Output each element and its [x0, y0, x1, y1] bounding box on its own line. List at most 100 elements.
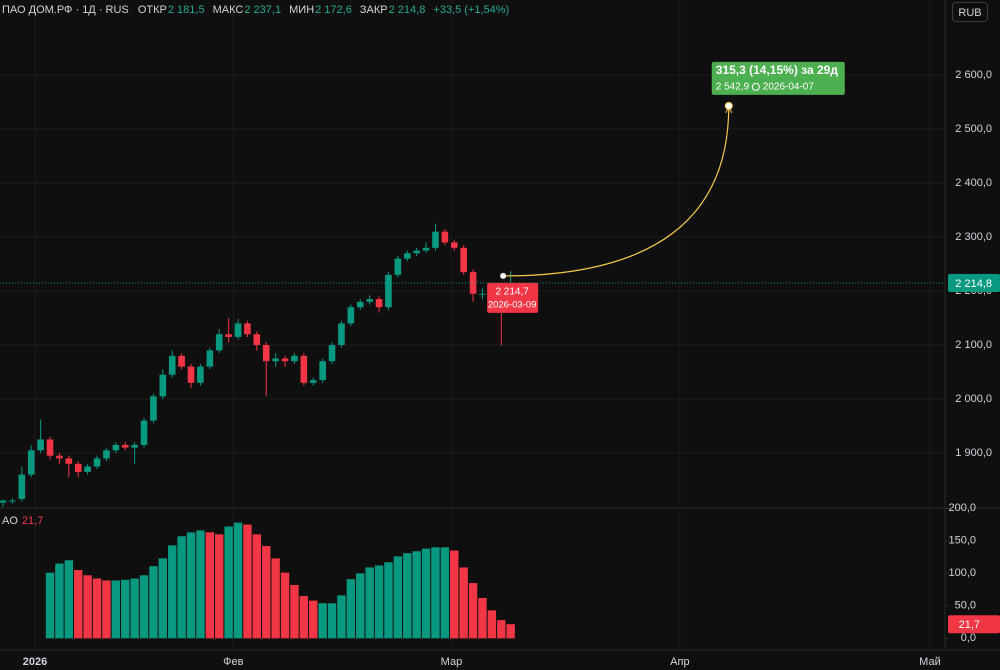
- x-tick-label: Апр: [670, 656, 689, 668]
- ao-bar: [168, 545, 177, 639]
- candle-body: [422, 247, 430, 251]
- ao-bar: [102, 580, 111, 639]
- candle-body: [215, 334, 223, 351]
- ao-last-box: [948, 615, 1000, 634]
- ao-bar: [497, 620, 506, 639]
- candle-body: [150, 396, 157, 421]
- ao-bar: [487, 610, 497, 639]
- low-key: МИН: [289, 4, 315, 16]
- candle-body: [366, 299, 373, 302]
- y-tick-label: 2 300,0: [955, 231, 992, 243]
- currency-button[interactable]: RUB: [952, 2, 988, 22]
- ao-bar: [64, 560, 74, 639]
- projection-curve: [503, 105, 730, 277]
- ao-bar: [83, 575, 92, 639]
- close-value: 2 214,8: [388, 4, 426, 16]
- candle-body: [206, 350, 214, 367]
- ao-bar: [196, 530, 205, 639]
- ao-bar: [74, 570, 83, 639]
- ao-header: AO 21,7: [2, 515, 43, 527]
- candle-body: [93, 458, 101, 467]
- ao-name: AO: [2, 515, 18, 527]
- candle-body: [309, 380, 317, 383]
- ao-bar: [243, 524, 252, 639]
- candle-body: [403, 253, 411, 259]
- clock-icon: [751, 82, 760, 91]
- y-tick-label: 1 900,0: [955, 447, 992, 459]
- candle-body: [103, 450, 110, 459]
- candle-body: [56, 455, 63, 459]
- ao-bar: [468, 583, 478, 639]
- candle-body: [272, 358, 279, 362]
- candle-body: [197, 366, 204, 383]
- candle-body: [0, 500, 7, 503]
- ao-bar: [158, 558, 168, 639]
- low-value: 2 172,6: [315, 4, 352, 16]
- last-price-label: 2 214,8: [955, 278, 992, 290]
- ao-last-label: 21,7: [959, 619, 980, 631]
- ao-bar: [459, 567, 468, 639]
- ao-bar: [130, 578, 139, 639]
- candle-body: [479, 293, 486, 295]
- candle-body: [187, 366, 195, 383]
- ao-bar: [55, 563, 64, 639]
- candle-body: [168, 355, 176, 375]
- x-tick-label: 2026: [23, 656, 47, 668]
- ao-bar: [384, 562, 393, 639]
- candle-body: [253, 334, 261, 346]
- ao-bar: [290, 585, 299, 639]
- candle-body: [18, 474, 26, 499]
- candle-body: [178, 355, 185, 367]
- ao-bar: [224, 526, 233, 639]
- ao-bar: [299, 596, 309, 639]
- candle-body: [441, 231, 449, 243]
- last-price-box: [948, 274, 1000, 293]
- projection-start: [500, 272, 507, 279]
- candle-body: [234, 323, 242, 337]
- x-tick-label: Май: [919, 656, 941, 668]
- ao-bar: [318, 603, 327, 639]
- candle-body: [413, 250, 420, 254]
- ao-bar: [421, 548, 431, 639]
- ao-bar: [374, 565, 384, 639]
- candle-body: [112, 444, 120, 451]
- ao-bar: [478, 598, 487, 639]
- legend-header: ПАО ДОМ.РФ · 1Д · RUS ОТКР2 181,5 МАКС2 …: [2, 4, 514, 16]
- candle-body: [460, 247, 467, 273]
- symbol: ПАО ДОМ.РФ · 1Д · RUS: [2, 4, 129, 16]
- ao-bar: [393, 556, 403, 639]
- ao-bar: [431, 547, 440, 639]
- y-tick-label: 100,0: [948, 567, 976, 579]
- ao-bar: [356, 573, 365, 639]
- high-value: 2 237,1: [244, 4, 282, 16]
- candle-body: [385, 274, 392, 308]
- ao-bar: [365, 567, 374, 639]
- end-label: 2 542,9: [716, 82, 750, 93]
- ao-bar: [121, 579, 130, 639]
- y-tick-label: 2 100,0: [955, 339, 992, 351]
- open-value: 2 181,5: [167, 4, 205, 16]
- ao-bar: [337, 595, 346, 639]
- candle-body: [356, 301, 364, 308]
- y-tick-label: 50,0: [955, 600, 976, 612]
- ao-bar: [205, 532, 215, 639]
- high-key: МАКС: [212, 4, 244, 16]
- candle-body: [432, 231, 439, 248]
- ao-bar: [309, 600, 318, 639]
- ao-bar: [233, 522, 243, 639]
- ao-bar: [440, 547, 450, 639]
- candle-body: [131, 444, 138, 448]
- ao-bar: [215, 534, 224, 639]
- ao-bar: [271, 558, 280, 639]
- candle-body: [65, 458, 73, 464]
- projection-text: 315,3 (14,15%) за 29д: [716, 63, 839, 77]
- y-tick-label: 2 400,0: [955, 177, 992, 189]
- end-date: 2026-04-07: [763, 82, 815, 93]
- end-label-box: [711, 61, 845, 95]
- candle-body: [262, 345, 270, 362]
- candle-body: [281, 358, 289, 362]
- start-label-box: [487, 282, 539, 313]
- candle-body: [37, 439, 44, 451]
